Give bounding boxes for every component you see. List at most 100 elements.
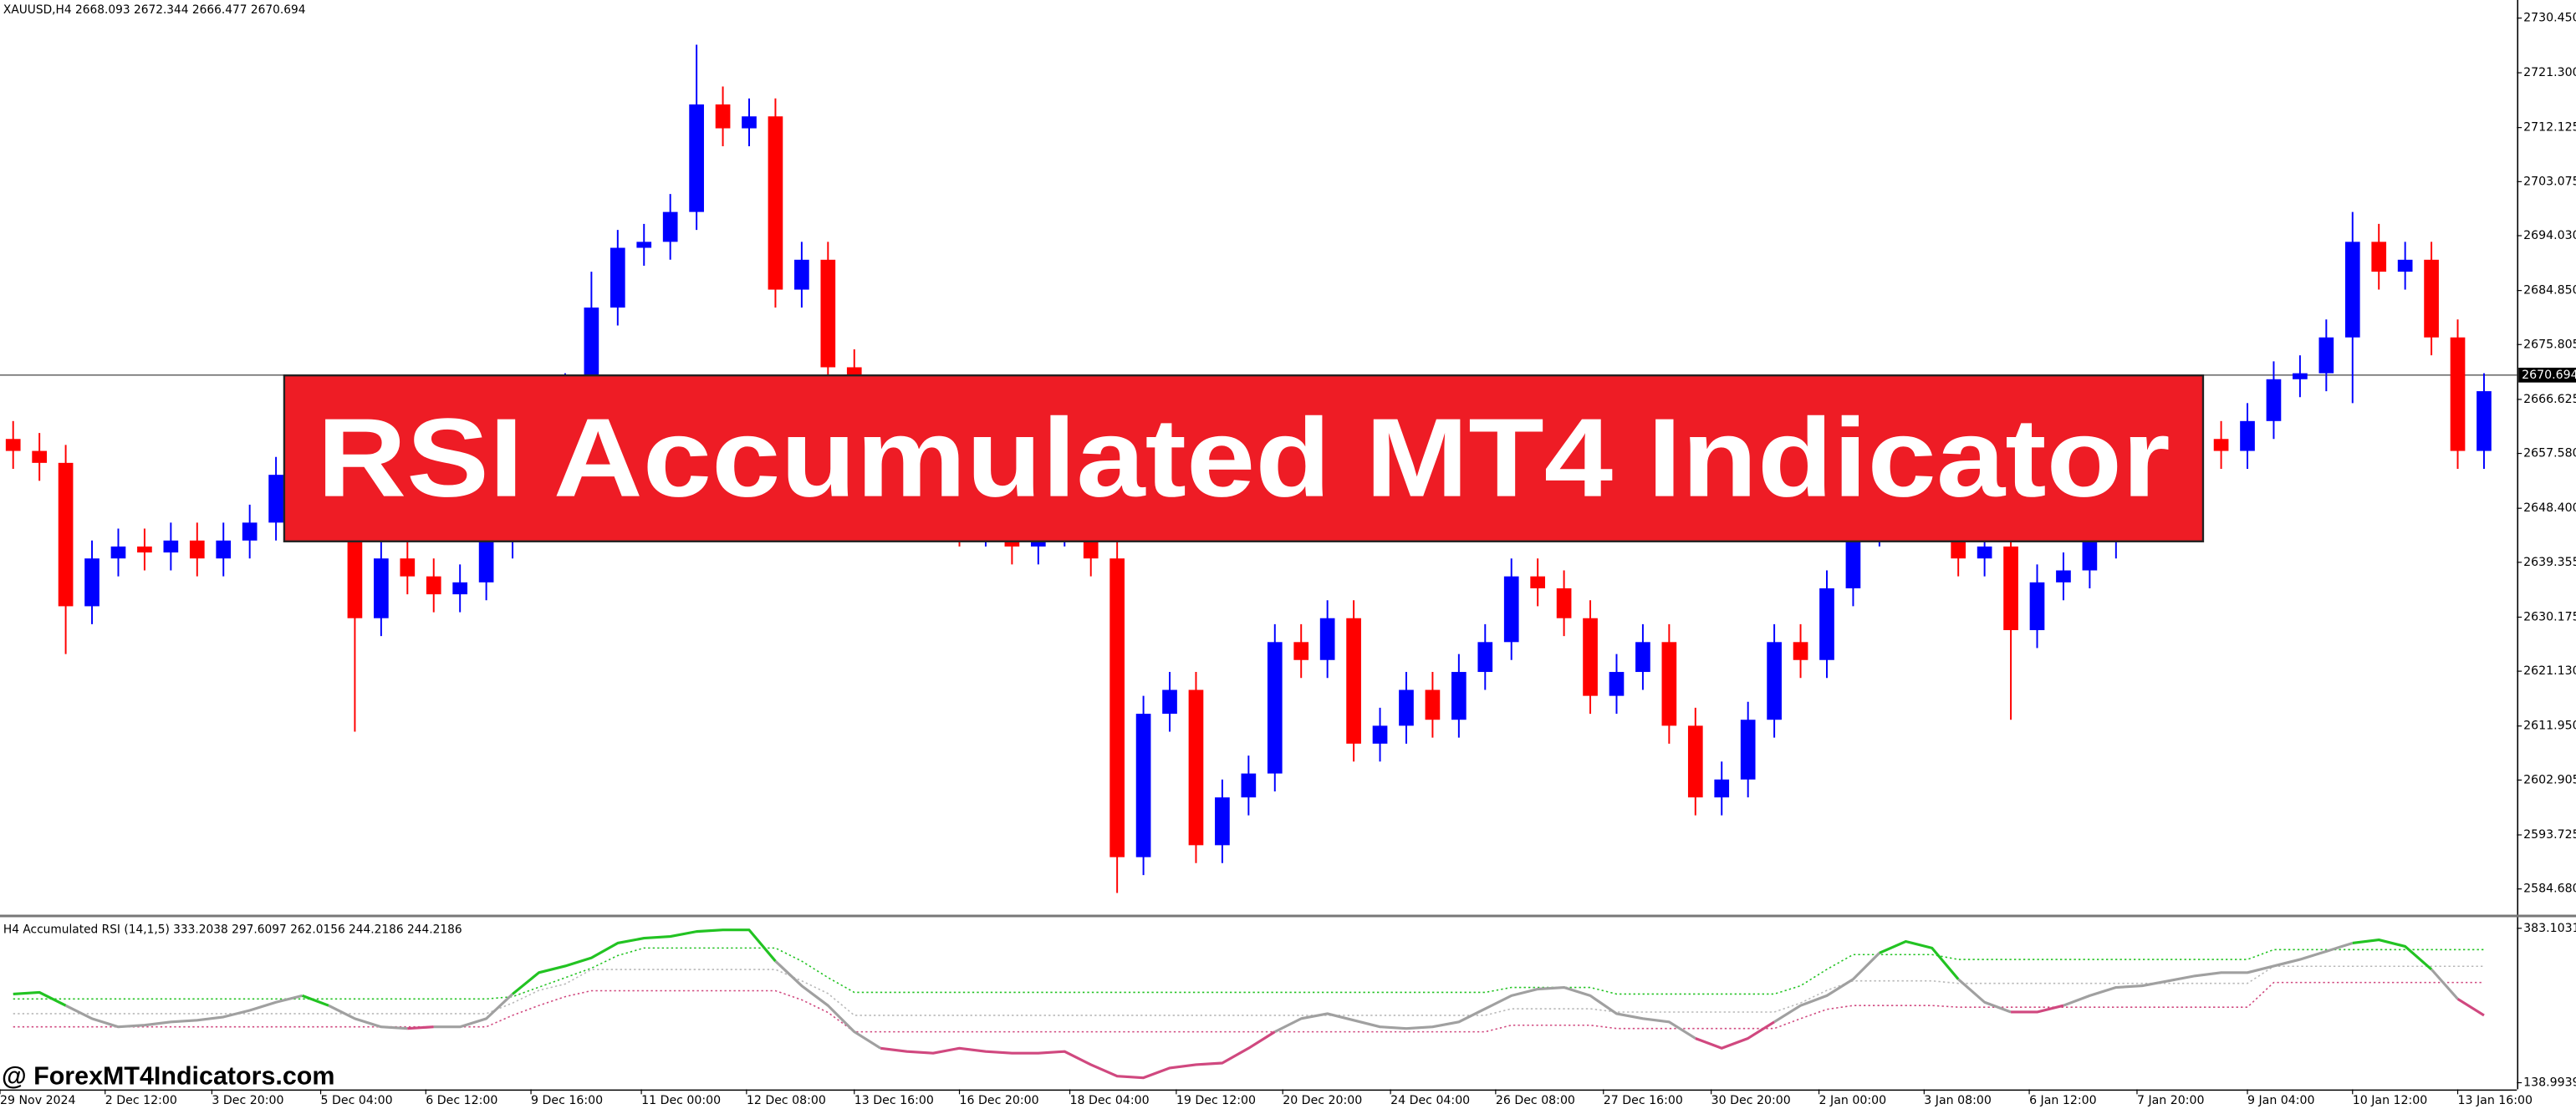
- candle-body: [1135, 714, 1151, 857]
- candle-body: [820, 259, 836, 368]
- candle-body: [742, 116, 757, 129]
- banner-title: RSI Accumulated MT4 Indicator: [317, 396, 2170, 521]
- x-tick-label: 16 Dec 20:00: [960, 1094, 1039, 1107]
- candle-body: [1188, 689, 1204, 846]
- candle-body: [189, 540, 205, 559]
- x-tick-label: 29 Nov 2024: [0, 1094, 76, 1107]
- x-tick-label: 2 Jan 00:00: [1819, 1094, 1887, 1107]
- y-tick-label: 2712.125: [2523, 121, 2576, 135]
- accumulated-rsi-line: [64, 994, 303, 1029]
- y-tick-label: 2657.580: [2523, 447, 2576, 460]
- candle-body: [689, 104, 704, 212]
- candle-body: [610, 247, 625, 308]
- candle-body: [584, 307, 599, 392]
- y-tick-label: 2621.130: [2523, 664, 2576, 678]
- candle-body: [2293, 373, 2308, 379]
- candle-body: [1267, 642, 1283, 774]
- accumulated-rsi-line: [1879, 939, 1960, 980]
- x-tick-label: 11 Dec 00:00: [641, 1094, 721, 1107]
- candle-body: [2056, 570, 2071, 582]
- x-tick-label: 6 Dec 12:00: [426, 1094, 497, 1107]
- candle-body: [794, 259, 809, 290]
- candle-body: [768, 116, 783, 290]
- x-tick-label: 10 Jan 12:00: [2353, 1094, 2428, 1107]
- x-tick-label: 2 Dec 12:00: [105, 1094, 177, 1107]
- candle-body: [1845, 528, 1861, 588]
- accumulated-rsi-line: [2352, 938, 2433, 971]
- symbol-info: XAUUSD,H4 2668.093 2672.344 2666.477 267…: [3, 3, 306, 17]
- candle-body: [110, 546, 126, 559]
- x-tick-label: 5 Dec 04:00: [321, 1094, 393, 1107]
- candle-body: [1740, 720, 1756, 780]
- x-tick-label: 6 Jan 12:00: [2029, 1094, 2097, 1107]
- candle-body: [2450, 337, 2466, 451]
- banner: RSI Accumulated MT4 Indicator: [283, 374, 2205, 542]
- candle-body: [1714, 779, 1730, 798]
- candle-body: [1583, 618, 1598, 696]
- accumulated-rsi-line: [328, 1004, 408, 1030]
- candle-body: [1556, 588, 1572, 618]
- candle-body: [2424, 259, 2439, 338]
- candle-body: [58, 462, 74, 607]
- accumulated-rsi-line: [1773, 952, 1880, 1024]
- candle-body: [2397, 259, 2413, 272]
- candle-body: [268, 475, 283, 523]
- candle-body: [2266, 379, 2282, 421]
- y-tick-label: 2611.950: [2523, 720, 2576, 733]
- level-line-middle: [13, 965, 2484, 1016]
- last-price-label: 2670.694: [2522, 369, 2576, 382]
- y-tick-label: 2666.625: [2523, 393, 2576, 406]
- x-tick-label: 24 Dec 04:00: [1390, 1094, 1470, 1107]
- candle-body: [1977, 546, 1992, 559]
- candle-body: [2213, 439, 2229, 451]
- accumulated-rsi-line: [1957, 978, 2012, 1014]
- watermark: @ ForexMT4Indicators.com: [2, 1062, 335, 1091]
- accumulated-rsi-line: [13, 990, 67, 1007]
- banner-box: [283, 374, 2205, 542]
- x-tick-label: 12 Dec 08:00: [747, 1094, 826, 1107]
- x-tick-label: 27 Dec 16:00: [1604, 1094, 1683, 1107]
- last-price-box: [2518, 367, 2576, 383]
- candle-body: [1293, 642, 1309, 660]
- x-tick-label: 7 Jan 20:00: [2137, 1094, 2205, 1107]
- x-tick-label: 9 Dec 16:00: [531, 1094, 603, 1107]
- candle-body: [2318, 337, 2334, 374]
- candle-body: [1215, 797, 1230, 846]
- x-tick-label: 13 Jan 16:00: [2458, 1094, 2533, 1107]
- x-tick-label: 20 Dec 20:00: [1283, 1094, 1362, 1107]
- x-tick-label: 3 Jan 08:00: [1924, 1094, 1992, 1107]
- y-tick-label: 2584.680: [2523, 883, 2576, 896]
- level-line-lower: [13, 981, 2484, 1033]
- candle-body: [1451, 672, 1467, 720]
- indicator-title: H4 Accumulated RSI (14,1,5) 333.2038 297…: [3, 923, 462, 937]
- candle-body: [242, 522, 258, 541]
- candle-body: [1477, 642, 1493, 673]
- x-tick-label: 3 Dec 20:00: [212, 1094, 283, 1107]
- candle-body: [1503, 576, 1519, 643]
- candle-body: [1793, 642, 1808, 660]
- candle-body: [1319, 618, 1335, 660]
- candle-body: [1399, 689, 1414, 726]
- x-tick-label: 13 Dec 16:00: [854, 1094, 934, 1107]
- candle-body: [1372, 725, 1388, 744]
- candle-body: [2344, 242, 2360, 338]
- accumulated-rsi-line: [2456, 997, 2485, 1017]
- accumulated-rsi-line: [2063, 941, 2354, 1007]
- y-tick-label: 2648.400: [2523, 501, 2576, 515]
- y-tick-label: 2675.805: [2523, 338, 2576, 351]
- indicator-y-tick-label: 383.1031: [2523, 922, 2576, 935]
- candle-body: [137, 546, 152, 553]
- indicator-y-tick-label: 138.9939: [2523, 1076, 2576, 1090]
- candle-body: [5, 439, 21, 451]
- accumulated-rsi-line: [301, 994, 329, 1007]
- y-tick-label: 2684.850: [2523, 284, 2576, 298]
- accumulated-rsi-line: [880, 1030, 1276, 1080]
- candle-body: [2240, 420, 2255, 451]
- candle-body: [452, 582, 468, 595]
- y-tick-label: 2703.075: [2523, 175, 2576, 188]
- y-tick-label: 2730.450: [2523, 12, 2576, 25]
- level-line-upper: [13, 947, 2484, 1000]
